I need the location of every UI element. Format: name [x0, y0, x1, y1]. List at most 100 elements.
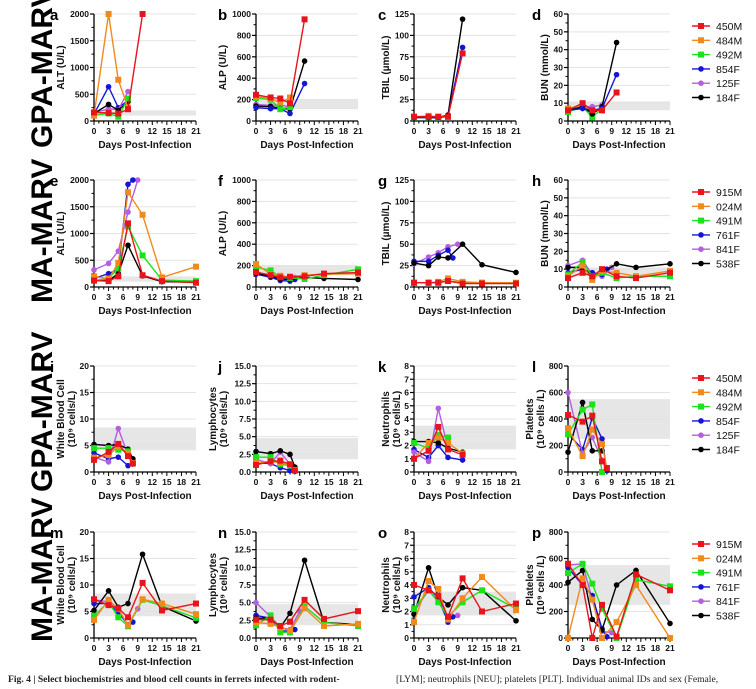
data-point — [599, 436, 605, 442]
legend-label: 915M — [716, 187, 742, 199]
legend-marker — [698, 66, 704, 72]
y-tick-label: 1 — [404, 620, 409, 630]
x-tick-label: 3 — [268, 126, 273, 136]
legend-marker — [698, 584, 704, 590]
data-point — [125, 106, 131, 113]
y-tick-label: 600 — [549, 388, 563, 398]
x-tick-label: 18 — [339, 477, 349, 487]
x-tick-label: 15 — [162, 477, 172, 487]
data-point — [435, 405, 442, 412]
data-point — [105, 588, 112, 594]
data-point — [267, 454, 274, 461]
y-tick-label: 40 — [554, 211, 564, 221]
legend-label: 538F — [716, 611, 740, 623]
legend-item: 491M — [692, 568, 742, 580]
data-point — [125, 220, 131, 227]
data-point — [105, 260, 112, 267]
y-axis-title-units: (10⁹ cells/L) — [392, 557, 403, 613]
y-tick-label: 4 — [404, 414, 409, 424]
data-point — [125, 462, 131, 469]
data-point — [425, 578, 432, 585]
data-point — [159, 278, 165, 285]
reference-range-band — [256, 265, 358, 276]
y-tick-label: 20 — [554, 80, 564, 90]
x-tick-label: 9 — [297, 126, 302, 136]
data-point — [565, 570, 571, 577]
data-point — [91, 445, 97, 452]
data-point — [105, 452, 112, 459]
data-point — [589, 114, 596, 121]
x-tick-label: 12 — [310, 126, 320, 136]
x-tick-label: 21 — [665, 292, 675, 302]
legend-label: 538F — [716, 259, 740, 271]
series-915M — [91, 579, 199, 621]
data-point — [125, 189, 131, 196]
x-tick-label: 12 — [148, 292, 158, 302]
x-tick-label: 12 — [622, 643, 632, 653]
x-tick-label: 18 — [339, 126, 349, 136]
data-point — [579, 453, 586, 460]
series-450M — [411, 50, 466, 120]
legend-label: 492M — [716, 50, 742, 62]
data-point — [91, 273, 97, 280]
x-axis-title: Days Post-Infection — [98, 140, 191, 151]
x-axis-title: Days Post-Infection — [260, 140, 353, 151]
x-tick-label: 12 — [622, 126, 632, 136]
data-point — [513, 600, 519, 607]
data-point — [459, 595, 466, 602]
data-point — [115, 273, 122, 280]
y-tick-label: 400 — [549, 414, 563, 424]
x-tick-label: 21 — [511, 126, 521, 136]
data-point — [589, 276, 596, 283]
y-tick-label: 50 — [554, 193, 564, 203]
y-tick-label: 200 — [237, 261, 251, 271]
data-point — [193, 600, 199, 607]
legend-label: 854F — [716, 416, 740, 428]
x-axis-title: Days Post-Infection — [572, 491, 665, 502]
data-point — [589, 448, 596, 454]
data-point — [277, 622, 284, 629]
legend-marker — [698, 37, 704, 44]
y-tick-label: 2000 — [70, 9, 89, 19]
x-tick-label: 18 — [497, 477, 507, 487]
panel-letter: j — [217, 359, 222, 376]
data-point — [411, 113, 417, 120]
data-point — [425, 439, 432, 446]
x-axis-title: Days Post-Infection — [98, 491, 191, 502]
x-tick-label: 15 — [482, 477, 492, 487]
y-tick-label: 10 — [554, 264, 564, 274]
x-tick-label: 18 — [177, 126, 187, 136]
legend-marker — [698, 569, 704, 576]
data-point — [613, 582, 620, 588]
legend-marker — [698, 375, 704, 381]
x-axis-title: Days Post-Infection — [260, 306, 353, 317]
data-point — [125, 614, 131, 621]
legend-label: 491M — [716, 216, 742, 228]
data-point — [667, 620, 673, 627]
y-tick-label: 200 — [549, 607, 563, 617]
data-point — [159, 600, 165, 607]
y-tick-label: 10 — [80, 414, 90, 424]
x-tick-label: 0 — [92, 126, 97, 136]
data-point — [613, 261, 620, 267]
x-tick-label: 0 — [412, 126, 417, 136]
data-point — [411, 449, 417, 455]
y-tick-label: 125 — [395, 175, 409, 185]
data-point — [115, 113, 122, 120]
data-point — [411, 439, 417, 446]
legend-label: 492M — [716, 402, 742, 414]
data-point — [301, 557, 308, 564]
legend-label: 125F — [716, 78, 740, 90]
x-tick-label: 15 — [162, 292, 172, 302]
data-point — [445, 434, 451, 441]
data-point — [425, 258, 432, 265]
legend-marker — [698, 446, 704, 453]
legend-marker — [698, 217, 704, 224]
x-tick-label: 15 — [324, 292, 334, 302]
data-point — [355, 608, 361, 615]
data-point — [445, 454, 451, 461]
data-point — [435, 434, 442, 441]
